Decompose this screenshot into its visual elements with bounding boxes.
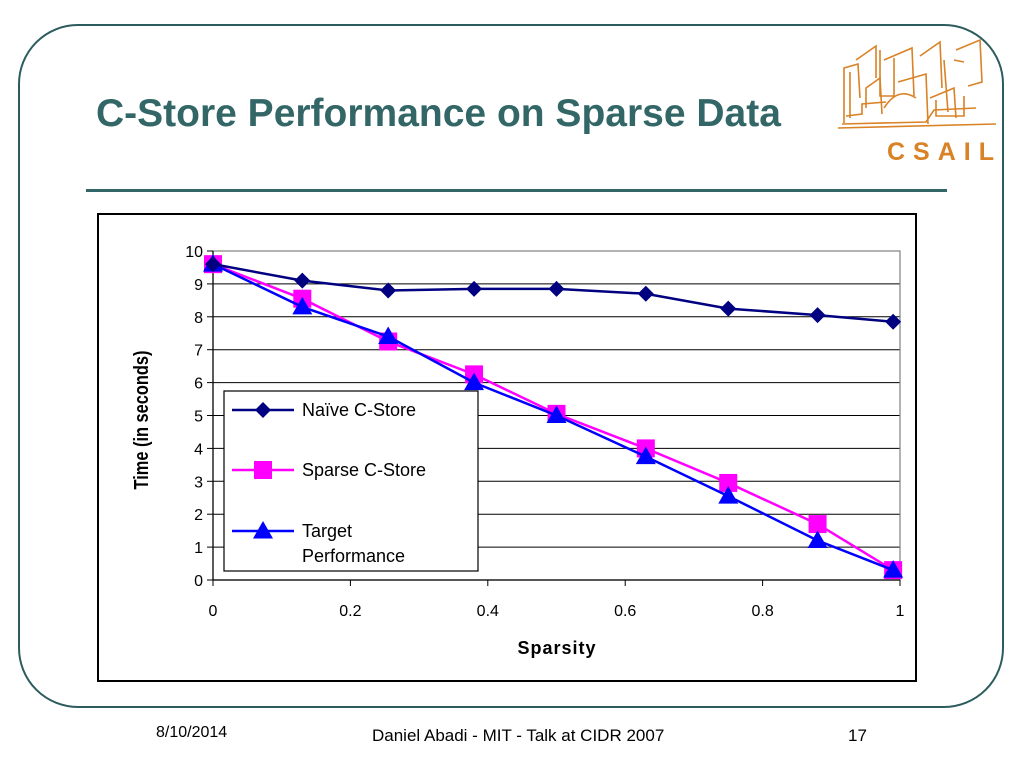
y-tick-label: 7 [194,343,203,360]
data-point [205,256,221,273]
data-point [466,280,483,297]
y-tick-label: 10 [185,244,203,261]
footer-credit: Daniel Abadi - MIT - Talk at CIDR 2007 [372,726,665,745]
y-axis-label: Time (in seconds) [129,351,152,490]
csail-logo [837,38,997,129]
series-layer [203,254,904,580]
data-point [885,313,902,330]
data-point [464,372,485,391]
axes: 0 1 2 3 4 5 6 7 8 9 10 0 0.2 0.4 0.6 0.8 1 [185,244,904,620]
data-point [808,515,827,534]
x-tick-label: 0.4 [477,603,499,620]
legend-marker [253,521,273,539]
data-point [807,530,828,549]
title-divider [86,189,947,192]
y-tick-label: 4 [194,441,203,458]
legend-label: Performance [302,546,405,566]
page-number: 17 [848,726,867,745]
x-tick-label: 0.6 [614,603,636,620]
data-point [548,280,565,297]
data-point [635,446,656,465]
legend-marker [254,461,272,479]
data-point [719,473,738,492]
y-tick-label: 3 [194,474,203,491]
x-tick-label: 1 [896,603,905,620]
data-point [378,326,399,345]
data-point [292,296,313,315]
y-tick-label: 1 [194,540,203,557]
y-tick-label: 0 [194,573,203,590]
data-point [637,285,654,302]
legend-label: Target [302,521,352,541]
data-point [546,405,567,423]
legend-label: Sparse C-Store [302,460,426,480]
legend-marker [255,402,271,418]
data-point [718,486,739,504]
series-diamond [205,256,902,330]
y-tick-label: 6 [194,376,203,393]
y-tick-label: 2 [194,507,203,524]
x-tick-label: 0.8 [751,603,773,620]
data-point [380,282,397,299]
legend-box [223,390,479,572]
y-tick-label: 8 [194,310,203,327]
legend: Naïve C-Store Sparse C-Store Target Perform… [223,390,479,572]
x-tick-label: 0 [209,603,218,620]
csail-logo-text: CSAIL [887,138,1002,166]
legend-label: Naïve C-Store [302,400,416,420]
data-point [720,300,737,317]
data-point [809,307,826,324]
y-tick-label: 5 [194,409,203,426]
y-tick-label: 9 [194,277,203,294]
slide-frame [18,24,1004,708]
x-axis-label: Sparsity [517,638,596,658]
data-point [294,272,311,289]
slide-title: C-Store Performance on Sparse Data [96,92,781,135]
footer-date: 8/10/2014 [156,724,228,741]
x-tick-label: 0.2 [339,603,361,620]
data-point [883,560,904,578]
